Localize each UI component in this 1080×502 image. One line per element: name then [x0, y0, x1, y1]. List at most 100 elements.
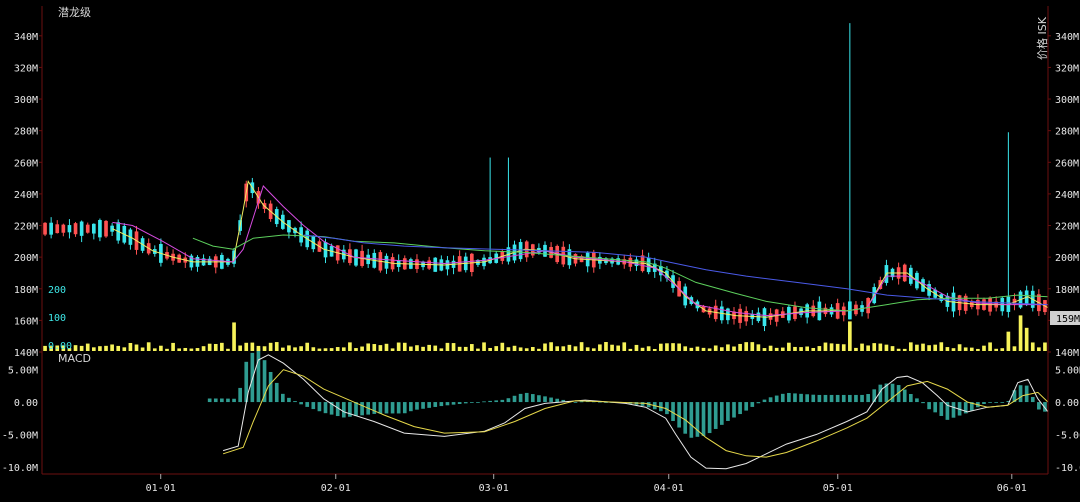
volume-bar	[841, 344, 846, 351]
volume-bar	[652, 348, 657, 351]
macd-histogram-bar	[1006, 400, 1011, 403]
macd-histogram-bar	[854, 394, 858, 403]
macd-histogram-bar	[402, 402, 407, 414]
x-tick-label: 06-01	[997, 483, 1027, 494]
volume-bar	[665, 343, 669, 351]
macd-histogram-bar	[872, 389, 877, 403]
volume-bar	[329, 348, 334, 351]
macd-tick-left: -5.00M	[2, 430, 38, 441]
macd-histogram-bar	[213, 398, 218, 403]
volume-bar	[774, 347, 779, 351]
macd-histogram-bar	[841, 394, 846, 403]
volume-bar	[585, 347, 590, 351]
volume-bar	[457, 346, 462, 351]
macd-histogram-bar	[463, 402, 468, 404]
macd-histogram-bar	[896, 385, 901, 403]
volume-bar	[884, 344, 889, 351]
volume-bar	[116, 345, 121, 351]
volume-bar	[707, 348, 712, 351]
price-tick-right: 180M	[1055, 285, 1079, 296]
volume-tick: 200	[48, 285, 66, 296]
macd-histogram-bar	[677, 402, 681, 428]
volume-bar	[463, 346, 468, 351]
volume-bar	[963, 347, 968, 351]
price-tick-left: 240M	[14, 190, 38, 201]
volume-bar	[439, 348, 444, 351]
price-tick-left: 180M	[14, 285, 38, 296]
macd-histogram-bar	[439, 402, 444, 407]
volume-bar	[128, 342, 133, 351]
volume-bar	[628, 348, 633, 351]
macd-histogram-bar	[476, 402, 480, 403]
price-tick-left: 160M	[14, 316, 38, 327]
volume-bar	[506, 347, 511, 351]
volume-bar	[226, 348, 230, 351]
candle-body	[61, 224, 66, 233]
macd-histogram-bar	[902, 389, 907, 403]
macd-histogram-bar	[762, 399, 767, 403]
volume-bar	[372, 344, 377, 351]
volume-bar	[213, 343, 218, 351]
volume-bar	[768, 345, 773, 351]
volume-bar	[567, 344, 572, 351]
candle-body	[43, 222, 47, 235]
volume-bar	[171, 342, 175, 351]
price-tick-left: 140M	[14, 348, 38, 359]
candle-body	[49, 222, 53, 235]
current-price-label: 159M	[1056, 314, 1080, 325]
volume-bar	[348, 342, 352, 351]
volume-bar	[744, 342, 749, 351]
macd-histogram-bar	[884, 383, 889, 403]
volume-tick: 100	[48, 313, 66, 324]
volume-bar	[695, 346, 700, 351]
volume-bar	[634, 344, 639, 351]
macd-histogram-bar	[470, 402, 474, 403]
x-tick-label: 05-01	[823, 483, 853, 494]
macd-tick-left: 5.00M	[8, 366, 38, 377]
candle-body	[110, 225, 114, 232]
macd-histogram-bar	[323, 402, 328, 414]
macd-histogram-bar	[799, 393, 803, 403]
macd-histogram-bar	[494, 400, 499, 403]
volume-bar	[738, 343, 742, 351]
macd-histogram-bar	[348, 402, 352, 417]
macd-histogram-bar	[281, 393, 285, 403]
volume-bar	[177, 348, 182, 351]
macd-histogram-bar	[982, 402, 986, 404]
macd-histogram-bar	[756, 402, 761, 404]
macd-tick-left: 0.00	[14, 398, 38, 409]
macd-histogram-bar	[701, 402, 706, 436]
macd-histogram-bar	[354, 402, 358, 417]
macd-histogram-bar	[951, 402, 956, 418]
volume-bar	[756, 344, 761, 351]
macd-histogram-bar	[445, 402, 450, 406]
macd-histogram-bar	[793, 393, 797, 403]
volume-bar	[122, 347, 127, 351]
macd-histogram-bar	[390, 402, 395, 414]
volume-bar	[549, 342, 553, 351]
macd-histogram-bar	[878, 384, 883, 403]
volume-bar	[43, 345, 47, 351]
macd-histogram-bar	[256, 347, 261, 403]
x-tick-label: 03-01	[479, 483, 509, 494]
volume-bar	[659, 343, 663, 351]
macd-histogram-bar	[665, 402, 669, 415]
macd-histogram-bar	[457, 402, 462, 404]
candle-body	[67, 225, 72, 233]
macd-histogram-bar	[1012, 390, 1017, 403]
macd-histogram-bar	[598, 401, 602, 403]
macd-histogram-bar	[866, 394, 870, 403]
volume-tick: 0.00	[48, 341, 72, 352]
volume-bar	[98, 346, 102, 351]
volume-bar	[250, 342, 255, 351]
candle-body	[104, 220, 108, 237]
macd-histogram-bar	[549, 397, 553, 403]
volume-bar	[939, 342, 944, 351]
volume-bar	[780, 347, 785, 351]
macd-histogram-bar	[768, 397, 773, 403]
volume-bar	[415, 345, 419, 351]
macd-histogram-bar	[1018, 385, 1023, 403]
volume-bar	[402, 342, 407, 351]
